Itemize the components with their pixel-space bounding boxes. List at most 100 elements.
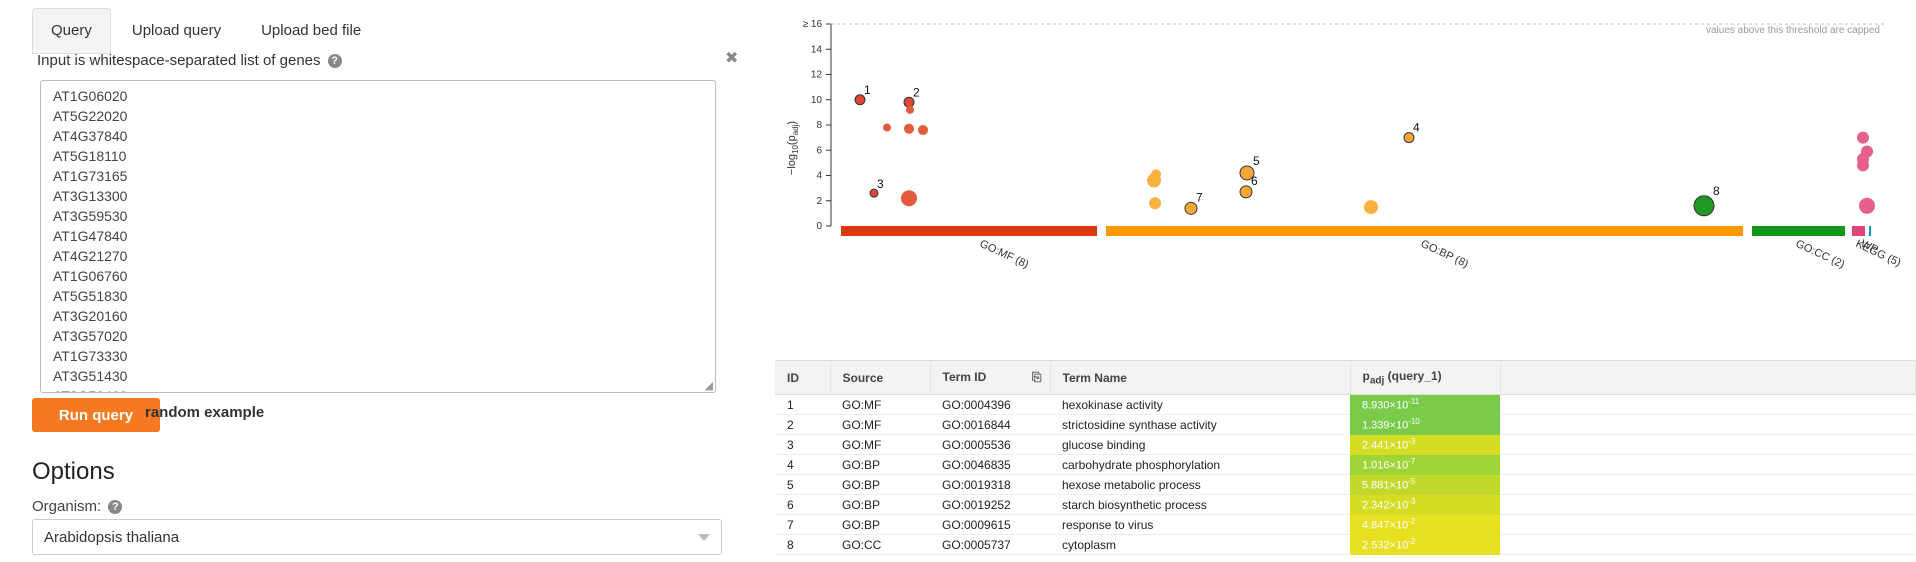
source-bar-go-bp[interactable] xyxy=(1106,226,1743,236)
y-axis-label-sub1: 10 xyxy=(791,145,800,154)
data-point[interactable] xyxy=(1693,195,1715,217)
y-tick-label: 8 xyxy=(816,120,822,131)
data-point[interactable] xyxy=(854,94,866,106)
cell-spacer xyxy=(1500,394,1916,415)
y-axis-label-main: −log xyxy=(786,154,798,175)
y-tick-label: 14 xyxy=(811,44,823,55)
organism-label: Organism: ? xyxy=(32,498,123,515)
cell-padj: 2.441×10-3 xyxy=(1350,434,1500,455)
col-padj[interactable]: padj (query_1) xyxy=(1350,360,1501,395)
data-point[interactable] xyxy=(1857,131,1869,144)
chevron-down-icon xyxy=(698,534,710,541)
col-term-name[interactable]: Term Name xyxy=(1050,360,1351,395)
data-point[interactable] xyxy=(904,123,914,134)
source-bar-wp[interactable] xyxy=(1869,226,1871,236)
gene-item: AT1G06760 xyxy=(53,268,128,284)
gene-item: AT5G18110 xyxy=(53,148,127,164)
cell-padj: 2.342×10-3 xyxy=(1350,494,1500,515)
y-axis-label: −log10(padj) xyxy=(786,121,800,175)
cell-term-name: response to virus xyxy=(1050,514,1350,535)
organism-select[interactable]: Arabidopsis thaliana xyxy=(32,519,722,555)
cell-source: GO:MF xyxy=(830,434,930,455)
random-example-link[interactable]: random example xyxy=(145,404,265,421)
table-row[interactable]: 3 GO:MF GO:0005536 glucose binding 2.441×10-… xyxy=(775,434,1916,455)
cell-term-id: GO:0005737 xyxy=(930,534,1050,555)
table-row[interactable]: 6 GO:BP GO:0019252 starch biosynthetic proc… xyxy=(775,494,1916,515)
source-bar-go-cc[interactable] xyxy=(1752,226,1845,236)
table-row[interactable]: 8 GO:CC GO:0005737 cytoplasm 2.532×10-2 xyxy=(775,534,1916,555)
run-query-button[interactable]: Run query xyxy=(32,398,160,432)
cell-source: GO:CC xyxy=(830,534,930,555)
y-tick-label: 12 xyxy=(811,70,823,81)
y-tick-label: 4 xyxy=(816,171,822,182)
gene-input-textarea[interactable]: AT1G06020 AT5G22020 AT4G37840 AT5G18110 AT1G… xyxy=(40,80,716,393)
question-circle-icon[interactable]: ? xyxy=(327,54,342,68)
resize-handle-icon[interactable]: ◢ xyxy=(704,380,713,392)
table-row[interactable]: 4 GO:BP GO:0046835 carbohydrate phosphoryla… xyxy=(775,454,1916,475)
padj-exponent: -7 xyxy=(1408,457,1416,467)
table-row[interactable]: 2 GO:MF GO:0016844 strictosidine synthase a… xyxy=(775,414,1916,435)
options-title: Options xyxy=(32,458,115,485)
source-label: GO:CC (2) xyxy=(1794,238,1847,271)
cell-id: 4 xyxy=(775,454,830,475)
data-point[interactable] xyxy=(1147,173,1161,188)
cell-source: GO:BP xyxy=(830,494,930,515)
data-point[interactable] xyxy=(1184,201,1198,215)
tab-upload-query[interactable]: Upload query xyxy=(131,22,222,39)
col-id[interactable]: ID xyxy=(775,360,831,395)
data-point[interactable] xyxy=(918,125,928,136)
source-label: GO:MF (8) xyxy=(978,238,1031,271)
cell-source: GO:MF xyxy=(830,394,930,415)
data-point[interactable] xyxy=(1239,185,1253,199)
y-axis: 0 2 4 6 8 10 12 14 ≥ 16 xyxy=(803,19,832,232)
cell-term-name: carbohydrate phosphorylation xyxy=(1050,454,1350,475)
cell-term-name: hexokinase activity xyxy=(1050,394,1350,415)
query-tabs: Query Upload query Upload bed file xyxy=(32,8,382,54)
cell-source: GO:BP xyxy=(830,514,930,535)
data-point-label: 5 xyxy=(1253,154,1260,168)
data-point[interactable] xyxy=(1857,159,1869,172)
col-source[interactable]: Source xyxy=(830,360,931,395)
data-point[interactable] xyxy=(1239,165,1255,181)
table-row[interactable]: 5 GO:BP GO:0019318 hexose metabolic process… xyxy=(775,474,1916,495)
gene-item: AT1G73165 xyxy=(53,168,128,184)
data-point-label: 3 xyxy=(877,177,884,191)
gene-item: AT3G59530 xyxy=(53,208,128,224)
cell-term-name: strictosidine synthase activity xyxy=(1050,414,1350,435)
gene-item: AT1G47840 xyxy=(53,228,128,244)
cell-term-id: GO:0016844 xyxy=(930,414,1050,435)
data-point[interactable] xyxy=(869,188,879,198)
padj-exponent: -11 xyxy=(1408,397,1420,407)
cell-id: 5 xyxy=(775,474,830,495)
col-padj-main: p xyxy=(1362,368,1370,383)
pin-icon[interactable]: ⎘ xyxy=(1031,370,1042,384)
table-row[interactable]: 7 GO:BP GO:0009615 response to virus 4.847×1… xyxy=(775,514,1916,535)
source-bar-go-mf[interactable] xyxy=(841,226,1097,236)
data-point[interactable] xyxy=(1364,200,1378,215)
cell-term-name: cytoplasm xyxy=(1050,534,1350,555)
tab-upload-bed-file[interactable]: Upload bed file xyxy=(261,22,362,39)
data-point[interactable] xyxy=(1149,197,1161,210)
data-point[interactable] xyxy=(883,123,891,132)
padj-mantissa: 1.339×10 xyxy=(1362,419,1409,432)
cell-padj: 1.016×10-7 xyxy=(1350,454,1500,475)
data-point[interactable] xyxy=(906,105,914,114)
col-term-id[interactable]: Term ID ⎘ xyxy=(930,360,1051,395)
col-padj-sub: adj xyxy=(1369,375,1385,387)
padj-mantissa: 2.441×10 xyxy=(1362,439,1409,452)
cell-source: GO:MF xyxy=(830,414,930,435)
padj-exponent: -5 xyxy=(1408,477,1416,487)
source-bar-kegg[interactable] xyxy=(1852,226,1865,236)
data-point-label: 4 xyxy=(1413,121,1420,135)
cell-spacer xyxy=(1500,474,1916,495)
data-point[interactable] xyxy=(1859,197,1875,214)
data-point[interactable] xyxy=(901,190,917,207)
cell-id: 1 xyxy=(775,394,830,415)
source-labels: GO:MF (8) GO:BP (8) GO:CC (2) KEGG (5)WP xyxy=(978,238,1903,271)
tab-query[interactable]: Query xyxy=(32,8,111,54)
data-point[interactable] xyxy=(1403,132,1415,144)
padj-exponent: -3 xyxy=(1408,437,1416,447)
table-row[interactable]: 1 GO:MF GO:0004396 hexokinase activity 8.930… xyxy=(775,394,1916,415)
close-icon[interactable]: ✖ xyxy=(725,50,739,67)
question-circle-icon[interactable]: ? xyxy=(108,500,123,514)
